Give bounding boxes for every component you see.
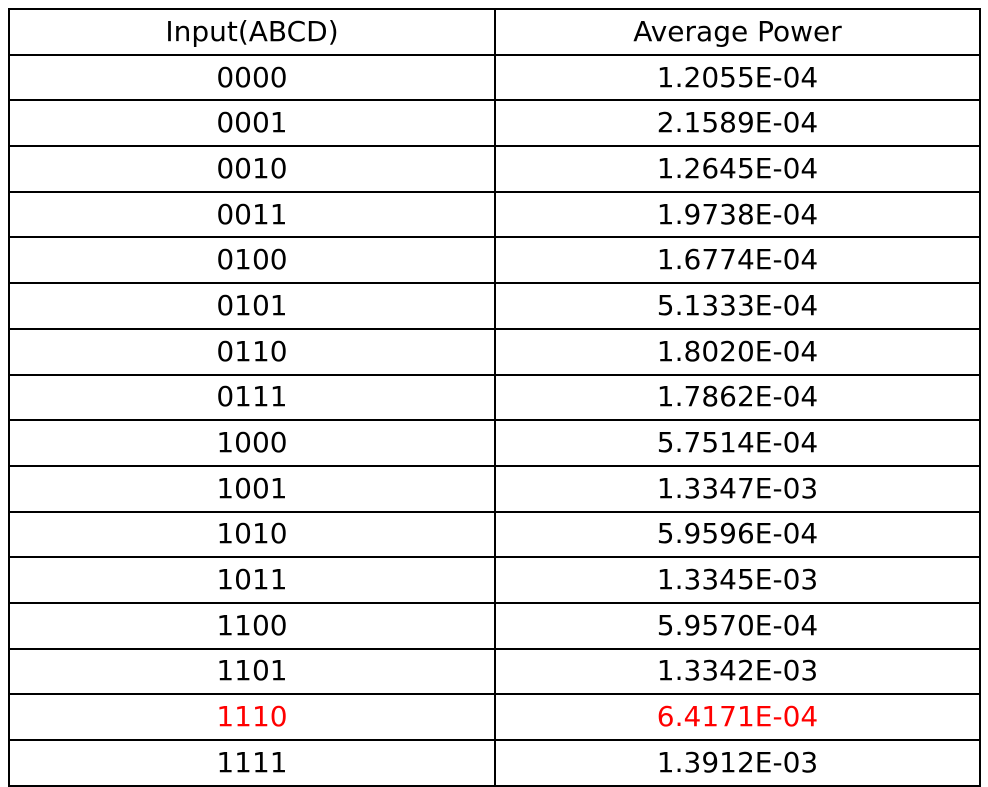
input-cell: 1101 (8, 647, 496, 696)
input-cell: 0001 (8, 99, 496, 148)
table-row: 1011 1.3345E-03 (8, 556, 981, 604)
input-cell: 1010 (8, 510, 496, 559)
input-cell: 1000 (8, 419, 496, 467)
column-header-average-power: Average Power (494, 8, 981, 56)
input-cell: 1011 (8, 556, 496, 604)
power-table: Input(ABCD) Average Power 0000 1.2055E-04… (8, 8, 981, 787)
average-power-cell: 5.9596E-04 (494, 510, 981, 559)
input-cell: 1110 (8, 693, 496, 741)
input-cell: 0000 (8, 53, 496, 102)
average-power-cell: 1.3345E-03 (494, 556, 981, 604)
average-power-cell: 1.7862E-04 (494, 373, 981, 422)
input-cell: 0100 (8, 236, 496, 285)
table-row: 0011 1.9738E-04 (8, 190, 981, 239)
table-row: 1100 5.9570E-04 (8, 601, 981, 650)
input-cell: 0111 (8, 373, 496, 422)
input-cell: 0011 (8, 190, 496, 239)
average-power-cell: 5.7514E-04 (494, 419, 981, 467)
input-cell: 0010 (8, 145, 496, 193)
input-cell: 0101 (8, 282, 496, 330)
table-row: 0000 1.2055E-04 (8, 53, 981, 102)
average-power-cell: 6.4171E-04 (494, 693, 981, 741)
average-power-cell: 5.9570E-04 (494, 601, 981, 650)
average-power-cell: 1.6774E-04 (494, 236, 981, 285)
table-row: 1010 5.9596E-04 (8, 510, 981, 559)
average-power-cell: 1.2645E-04 (494, 145, 981, 193)
average-power-cell: 1.2055E-04 (494, 53, 981, 102)
average-power-cell: 1.3347E-03 (494, 464, 981, 513)
table-row: 0100 1.6774E-04 (8, 236, 981, 285)
average-power-cell: 1.3912E-03 (494, 739, 981, 787)
column-header-input: Input(ABCD) (8, 8, 496, 56)
input-cell: 0110 (8, 327, 496, 376)
table-row: 1101 1.3342E-03 (8, 647, 981, 696)
table-row: 1000 5.7514E-04 (8, 419, 981, 467)
average-power-cell: 5.1333E-04 (494, 282, 981, 330)
table-row: 0111 1.7862E-04 (8, 373, 981, 422)
average-power-cell: 2.1589E-04 (494, 99, 981, 148)
table-row: 1111 1.3912E-03 (8, 739, 981, 787)
table-row: 0101 5.1333E-04 (8, 282, 981, 330)
table-row: 0010 1.2645E-04 (8, 145, 981, 193)
table-row: 1001 1.3347E-03 (8, 464, 981, 513)
input-cell: 1001 (8, 464, 496, 513)
table-row: 0001 2.1589E-04 (8, 99, 981, 148)
table-row: 1110 6.4171E-04 (8, 693, 981, 741)
table-header: Input(ABCD) Average Power (8, 8, 981, 56)
header-row: Input(ABCD) Average Power (8, 8, 981, 56)
table-body: 0000 1.2055E-04 0001 2.1589E-04 0010 1.2645E-… (8, 53, 981, 787)
average-power-cell: 1.8020E-04 (494, 327, 981, 376)
table-row: 0110 1.8020E-04 (8, 327, 981, 376)
average-power-cell: 1.3342E-03 (494, 647, 981, 696)
input-cell: 1100 (8, 601, 496, 650)
input-cell: 1111 (8, 739, 496, 787)
average-power-cell: 1.9738E-04 (494, 190, 981, 239)
